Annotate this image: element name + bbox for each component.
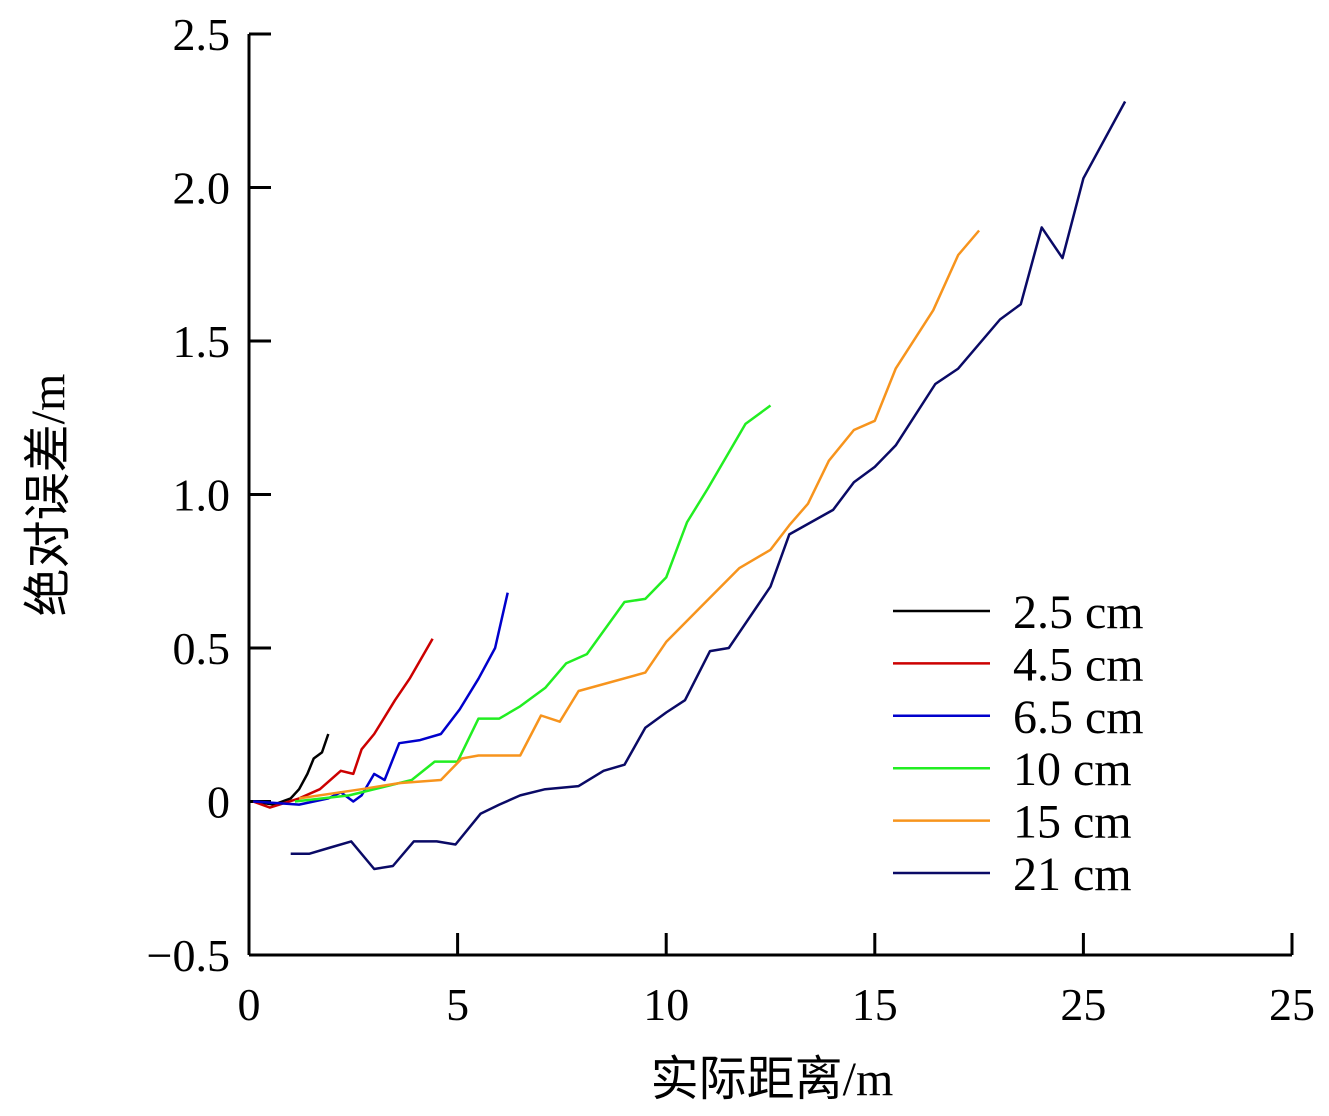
series-line-15-cm xyxy=(298,229,981,800)
legend-label: 4.5 cm xyxy=(1013,638,1144,691)
x-tick-label: 25 xyxy=(1269,979,1315,1030)
series-lines xyxy=(252,100,1127,871)
y-axis-label: 绝对误差/m xyxy=(22,374,75,617)
x-tick-label: 10 xyxy=(643,979,689,1030)
x-tick-label: 5 xyxy=(446,979,469,1030)
x-tick-label: 25 xyxy=(1060,979,1106,1030)
legend-label: 2.5 cm xyxy=(1013,586,1144,639)
y-tick-label: −0.5 xyxy=(147,930,230,981)
legend-label: 10 cm xyxy=(1013,743,1132,796)
y-tick-label: 0.5 xyxy=(173,623,231,674)
x-tick-label: 15 xyxy=(852,979,898,1030)
series-line-2-5-cm xyxy=(253,733,330,806)
y-tick-label: 0 xyxy=(207,777,230,828)
y-axis-ticks: −0.5 0 0.5 1.0 1.5 2.0 2.5 xyxy=(147,9,271,981)
y-tick-label: 2.0 xyxy=(173,163,231,214)
legend-label: 6.5 cm xyxy=(1013,691,1144,744)
y-tick-label: 1.5 xyxy=(173,316,231,367)
y-tick-label: 2.5 xyxy=(173,9,231,60)
series-line-10-cm xyxy=(294,404,772,803)
x-tick-label: 0 xyxy=(238,979,261,1030)
y-tick-label: 1.0 xyxy=(173,470,231,521)
series-line-6-5-cm xyxy=(253,592,509,806)
series-line-4-5-cm xyxy=(252,638,434,809)
x-axis-label: 实际距离/m xyxy=(651,1053,894,1106)
series-line-21-cm xyxy=(290,100,1127,871)
axes xyxy=(247,34,1292,957)
legend-label: 21 cm xyxy=(1013,848,1132,901)
legend-label: 15 cm xyxy=(1013,796,1132,849)
x-axis-ticks: 0 5 10 15 25 25 xyxy=(238,933,1315,1030)
